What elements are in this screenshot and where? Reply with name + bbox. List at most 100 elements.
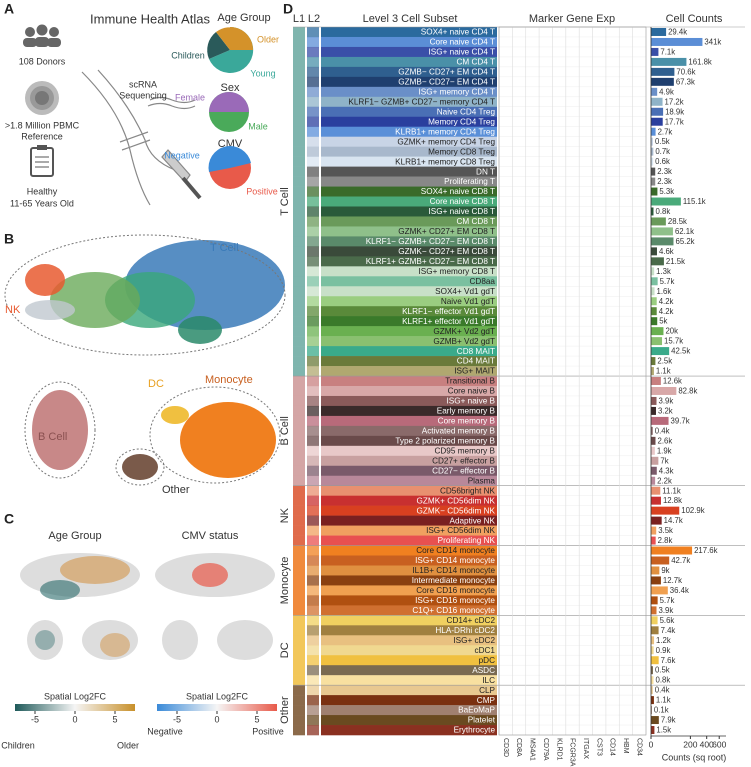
l2-cell xyxy=(307,56,319,68)
bar xyxy=(651,656,659,665)
l2-cell xyxy=(307,615,319,626)
bar xyxy=(651,696,654,705)
gene-label: CD14 xyxy=(609,738,616,756)
value-label: 2.6k xyxy=(657,436,672,445)
label-cell xyxy=(321,475,497,487)
l1-cell xyxy=(293,56,305,68)
category-label: ISG+ CD56dim NK xyxy=(426,526,495,535)
label-cell xyxy=(321,445,497,457)
value-label: 5.6k xyxy=(660,616,675,625)
l1-cell xyxy=(293,505,305,516)
pie-label: Male xyxy=(248,121,268,131)
pie-title: Age Group xyxy=(217,12,270,24)
bar xyxy=(651,357,656,366)
bar xyxy=(651,157,654,166)
bar xyxy=(651,606,657,615)
l1-cell xyxy=(293,425,305,437)
category-label: Proliferating NK xyxy=(438,536,496,545)
l2-cell xyxy=(307,645,319,656)
bar xyxy=(651,237,674,246)
gene-label: CD34 xyxy=(635,738,642,756)
colorbar-tick-label: 5 xyxy=(254,714,259,724)
healthy-label: Healthy xyxy=(27,186,58,196)
category-label: CMP xyxy=(477,696,496,705)
l2-cell xyxy=(307,455,319,467)
value-label: 12.8k xyxy=(663,496,682,505)
bar xyxy=(651,446,655,455)
value-label: 5.3k xyxy=(659,187,674,196)
bar xyxy=(651,676,654,685)
label-cell xyxy=(321,685,497,696)
value-label: 15.7k xyxy=(664,337,683,346)
value-label: 12.6k xyxy=(663,377,682,386)
category-label: ISG+ MAIT xyxy=(454,367,495,376)
label-cell xyxy=(321,36,497,48)
label-cell xyxy=(321,575,497,586)
value-label: 4.3k xyxy=(659,466,674,475)
colorbar-tick-label: 5 xyxy=(112,714,117,724)
clipboard-icon xyxy=(30,145,54,177)
category-label: CD14+ cDC2 xyxy=(447,616,496,625)
l1-label: Other xyxy=(279,696,291,724)
bar xyxy=(651,177,656,186)
label-cell xyxy=(321,715,497,726)
l1-cell xyxy=(293,495,305,506)
value-label: 0.4k xyxy=(655,426,670,435)
l1-cell xyxy=(293,336,305,347)
bar xyxy=(651,77,674,86)
value-label: 21.5k xyxy=(666,257,685,266)
l1-cell xyxy=(293,465,305,477)
l1-label: NK xyxy=(279,507,291,523)
l2-cell xyxy=(307,605,319,616)
bar xyxy=(651,626,659,635)
l1-cell xyxy=(293,715,305,726)
l2-cell xyxy=(307,635,319,646)
label-cell xyxy=(321,316,497,327)
value-label: 102.9k xyxy=(681,506,705,515)
bar xyxy=(651,496,661,505)
category-label: ISG+ memory CD8 T xyxy=(418,267,495,276)
l1-cell xyxy=(293,136,305,147)
bar xyxy=(651,666,653,675)
category-label: CD4 MAIT xyxy=(457,357,495,366)
l1-cell xyxy=(293,415,305,427)
l1-cell xyxy=(293,376,305,387)
bar xyxy=(651,307,657,316)
cluster-outline xyxy=(4,234,286,486)
l1-cell xyxy=(293,176,305,187)
gene-label: MS4A1 xyxy=(529,738,536,761)
bar xyxy=(651,117,663,126)
l1-cell xyxy=(293,435,305,447)
column-header: L2 xyxy=(308,13,320,25)
cluster-label: B Cell xyxy=(38,431,67,443)
label-cell xyxy=(321,665,497,676)
value-label: 5k xyxy=(659,317,667,326)
label-cell xyxy=(321,405,497,417)
l2-cell xyxy=(307,575,319,586)
x-axis-label: Counts (sq root) xyxy=(662,752,727,762)
l2-cell xyxy=(307,296,319,307)
category-label: Core naive B xyxy=(448,387,496,396)
l1-cell xyxy=(293,346,305,357)
category-label: Early memory B xyxy=(437,407,496,416)
value-label: 29.4k xyxy=(668,28,687,37)
l2-cell xyxy=(307,725,319,736)
l1-cell xyxy=(293,246,305,257)
value-label: 65.2k xyxy=(675,237,694,246)
category-label: KLRB1+ memory CD8 Treg xyxy=(395,157,495,166)
value-label: 9k xyxy=(661,566,669,575)
category-label: ISG+ naive CD8 T xyxy=(428,207,495,216)
l1-cell xyxy=(293,116,305,128)
reference-label: Reference xyxy=(21,131,63,141)
category-label: CD8aa xyxy=(470,277,496,286)
l1-cell xyxy=(293,675,305,686)
bar xyxy=(651,616,658,625)
category-label: GZMK+ Vd2 gdT xyxy=(433,327,495,336)
l2-cell xyxy=(307,346,319,357)
bar xyxy=(651,406,656,415)
l1-cell xyxy=(293,595,305,606)
l2-cell xyxy=(307,306,319,317)
category-label: KLRF1+ effector Vd1 gdT xyxy=(402,317,495,326)
category-label: KLRB1+ memory CD4 Treg xyxy=(395,127,495,136)
bar xyxy=(651,546,693,555)
